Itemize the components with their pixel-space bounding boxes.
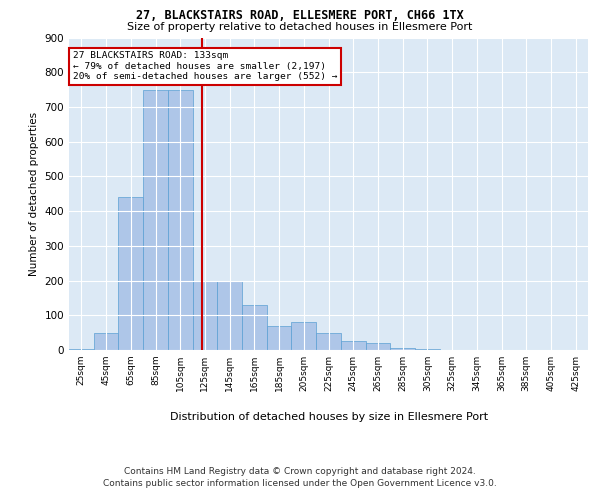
Text: Size of property relative to detached houses in Ellesmere Port: Size of property relative to detached ho… xyxy=(127,22,473,32)
Bar xyxy=(118,197,143,350)
Text: 27, BLACKSTAIRS ROAD, ELLESMERE PORT, CH66 1TX: 27, BLACKSTAIRS ROAD, ELLESMERE PORT, CH… xyxy=(136,9,464,22)
Bar xyxy=(217,280,242,350)
Text: Contains HM Land Registry data © Crown copyright and database right 2024.: Contains HM Land Registry data © Crown c… xyxy=(124,468,476,476)
Text: Distribution of detached houses by size in Ellesmere Port: Distribution of detached houses by size … xyxy=(170,412,488,422)
Bar xyxy=(242,305,267,350)
Bar xyxy=(94,332,118,350)
Bar xyxy=(69,349,94,350)
Bar xyxy=(292,322,316,350)
Text: Contains public sector information licensed under the Open Government Licence v3: Contains public sector information licen… xyxy=(103,479,497,488)
Bar xyxy=(168,90,193,350)
Text: 27 BLACKSTAIRS ROAD: 133sqm
← 79% of detached houses are smaller (2,197)
20% of : 27 BLACKSTAIRS ROAD: 133sqm ← 79% of det… xyxy=(73,52,337,81)
Bar xyxy=(316,332,341,350)
Bar xyxy=(390,348,415,350)
Bar xyxy=(365,343,390,350)
Bar xyxy=(341,342,365,350)
Bar xyxy=(143,90,168,350)
Bar xyxy=(267,326,292,350)
Y-axis label: Number of detached properties: Number of detached properties xyxy=(29,112,39,276)
Bar xyxy=(193,280,217,350)
